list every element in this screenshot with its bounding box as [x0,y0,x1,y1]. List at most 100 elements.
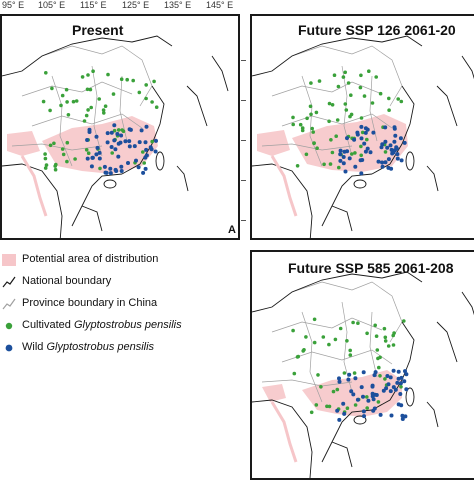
cultivated-point [312,141,316,146]
cultivated-species: Glyptostrobus pensilis [73,319,182,331]
axis-tick [241,140,246,141]
province-boundary [281,113,393,129]
wild-point [85,138,90,142]
wild-point [132,144,137,149]
wild-point [395,152,400,157]
wild-point [379,145,384,150]
wild-point [395,156,400,161]
cultivated-point [44,163,49,167]
national-boundary [426,401,439,428]
wild-point [393,387,398,392]
cultivated-point [43,156,48,161]
cultivated-point [367,69,371,73]
legend-item-wild: Wild Glyptostrobus pensilis [0,339,240,357]
cultivated-point [376,400,381,404]
national-boundary [186,85,208,127]
cultivated-point [314,110,319,115]
wild-point [134,158,138,163]
wild-point [373,370,378,375]
panel-title-ssp585: Future SSP 585 2061-208 [288,260,454,276]
map-panel-ssp126: Future SSP 126 2061-20 [250,14,474,240]
wild-point [368,150,373,155]
wild-point [127,139,132,144]
wild-point [388,389,393,394]
wild-point [371,408,376,413]
panel-title-present: Present [72,22,124,38]
cultivated-point [312,317,317,322]
cultivated-point [365,331,369,336]
cultivated-point [327,101,332,106]
cultivated-point [116,128,121,132]
cultivated-point [71,99,76,104]
wild-point [392,139,397,144]
wild-point [389,166,394,171]
wild-point [141,170,146,175]
wild-point [144,147,149,152]
wild-point [119,133,124,138]
cultivated-point [329,138,333,142]
potential-area [42,116,158,174]
cultivated-point [383,335,388,340]
cultivated-point [334,134,338,138]
national-boundary [81,205,103,232]
lon-label-105: 105° E [38,0,66,10]
cultivated-point [43,152,47,156]
wild-point [353,164,358,169]
wild-point [338,148,343,153]
national-boundary [2,163,63,238]
wild-point [128,127,133,132]
cultivated-point [321,335,326,339]
national-boundary [426,165,439,192]
province-boundary [261,379,353,387]
cultivated-point [359,144,363,149]
cultivated-point [356,321,360,325]
province-boundary [369,75,378,142]
wild-point [343,169,348,174]
cultivated-point [391,343,396,347]
wild-point [143,140,148,145]
cultivated-point [314,403,319,407]
cultivated-point [48,108,52,113]
cultivated-point [337,165,341,170]
cultivated-point [399,385,403,389]
wild-point [346,377,351,382]
lon-label-145: 145° E [206,0,234,10]
cultivated-point [101,108,106,112]
cultivated-point [292,371,297,376]
national-boundary-line-icon [2,276,16,288]
wild-point [153,149,158,154]
cultivated-point [103,104,108,108]
cultivated-point [359,73,363,78]
cultivated-point [343,102,348,106]
wild-point [337,379,342,384]
cultivated-point [345,406,350,410]
wild-prefix: Wild [22,341,47,353]
cultivated-point [141,150,145,154]
legend-label-cultivated: Cultivated Glyptostrobus pensilis [22,319,182,331]
cultivated-point [102,111,106,115]
cultivated-point [86,73,90,77]
legend-label-wild: Wild Glyptostrobus pensilis [22,341,154,353]
map-panel-ssp585: Future SSP 585 2061-208 [250,250,474,480]
cultivated-point [82,119,87,123]
legend-item-cultivated: Cultivated Glyptostrobus pensilis [0,317,240,335]
wild-point [396,376,401,381]
national-boundary [252,271,423,313]
cultivated-point [387,108,391,112]
national-boundary [252,163,313,238]
cultivated-point [328,162,333,166]
wild-point [105,131,110,136]
wild-point [376,159,381,164]
cultivated-point [373,323,377,328]
wild-point [102,164,107,169]
wild-point [108,166,113,171]
cultivated-point [331,389,336,394]
cultivated-point [144,96,148,101]
cultivated-point [48,143,53,148]
wild-point [398,392,403,396]
wild-point [126,161,130,165]
cultivated-point [59,103,63,108]
cultivated-point [391,333,395,338]
wild-point [87,130,92,134]
cultivated-point [112,128,117,133]
